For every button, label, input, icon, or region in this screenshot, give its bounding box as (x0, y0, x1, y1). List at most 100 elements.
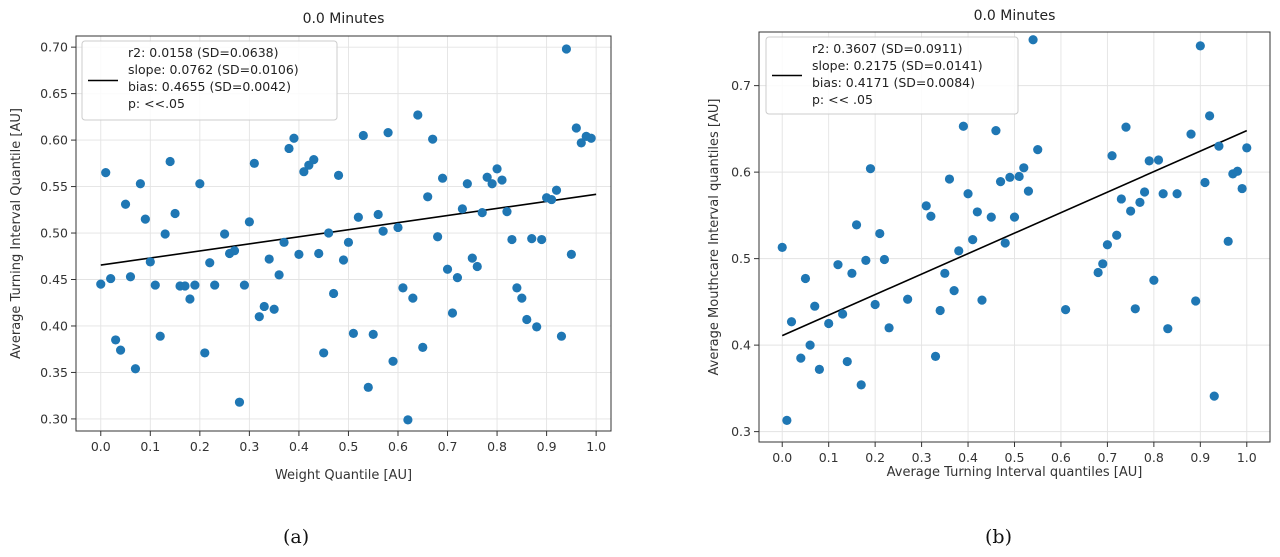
data-point (972, 207, 982, 217)
legend-entry: bias: 0.4655 (SD=0.0042) (128, 79, 291, 94)
data-point (269, 304, 279, 314)
data-point (884, 323, 894, 333)
data-point (130, 364, 141, 374)
data-point (1200, 177, 1210, 188)
x-tick-label: 0.8 (1144, 450, 1164, 465)
data-point (279, 237, 289, 247)
data-point (870, 299, 880, 310)
data-point (1028, 35, 1038, 45)
chart-title: 0.0 Minutes (303, 11, 385, 27)
data-point (447, 308, 458, 318)
data-point (1149, 275, 1159, 285)
data-point (388, 356, 398, 366)
x-axis-label: Average Turning Interval quantiles [AU] (887, 465, 1143, 480)
y-tick-label: 0.60 (40, 133, 68, 148)
data-point (1191, 296, 1201, 306)
legend-entry: bias: 0.4171 (SD=0.0084) (812, 75, 975, 90)
data-point (1005, 172, 1015, 182)
data-point (423, 192, 433, 202)
data-point (487, 179, 497, 189)
legend-entry: slope: 0.0762 (SD=0.0106) (128, 62, 299, 77)
data-point (185, 294, 195, 304)
data-point (190, 280, 200, 290)
y-tick-label: 0.4 (731, 338, 751, 353)
data-point (810, 301, 820, 311)
data-point (586, 133, 596, 143)
x-tick-label: 0.3 (239, 439, 259, 454)
x-tick-label: 0.5 (339, 439, 359, 454)
data-point (96, 279, 106, 289)
data-point (259, 301, 269, 312)
data-point (566, 249, 576, 260)
data-point (1163, 324, 1173, 334)
y-axis-label: Average Turning Interval Quantile [AU] (9, 108, 24, 359)
data-point (805, 340, 815, 350)
data-point (824, 318, 834, 329)
data-point (393, 222, 403, 233)
data-point (482, 172, 492, 182)
x-tick-label: 0.6 (1051, 450, 1071, 465)
data-point (294, 249, 304, 260)
data-point (800, 273, 811, 284)
data-point (1061, 305, 1071, 315)
data-point (556, 331, 567, 341)
data-point (926, 211, 936, 221)
data-point (472, 261, 482, 272)
data-point (903, 294, 913, 304)
data-point (522, 314, 532, 325)
legend-box (765, 36, 1019, 115)
data-point (502, 207, 512, 217)
x-tick-label: 0.4 (289, 439, 309, 454)
data-point (777, 242, 787, 252)
data-point (921, 201, 931, 211)
data-point (115, 345, 126, 355)
data-point (234, 397, 245, 407)
data-point (576, 138, 586, 148)
legend-entry: p: <<.05 (128, 96, 185, 111)
data-point (833, 260, 843, 270)
data-point (150, 280, 160, 290)
x-tick-label: 0.2 (190, 439, 210, 454)
data-point (517, 293, 527, 303)
y-tick-label: 0.45 (40, 272, 68, 287)
data-point (1139, 187, 1150, 197)
data-point (210, 280, 220, 290)
y-tick-label: 0.6 (731, 165, 751, 180)
y-tick-label: 0.65 (40, 86, 68, 101)
x-tick-label: 0.8 (487, 439, 507, 454)
data-point (239, 280, 250, 290)
legend-entry: r2: 0.0158 (SD=0.0638) (128, 45, 279, 60)
data-point (220, 229, 230, 239)
data-point (1014, 171, 1024, 182)
data-point (452, 273, 463, 283)
data-point (958, 121, 969, 131)
data-point (1112, 230, 1122, 240)
data-point (467, 253, 477, 263)
data-point (418, 342, 428, 352)
data-point (1023, 186, 1034, 196)
data-point (125, 272, 136, 282)
legend-entry: p: << .05 (812, 92, 873, 107)
data-point (205, 258, 215, 268)
data-point (140, 214, 150, 224)
data-point (571, 123, 581, 133)
y-tick-label: 0.55 (40, 179, 68, 194)
data-point (865, 164, 876, 174)
data-point (1186, 129, 1196, 139)
data-point (200, 348, 210, 358)
x-tick-label: 0.9 (537, 439, 557, 454)
data-point (462, 179, 472, 189)
chart-b: 0.0 0.1 0.2 0.3 0.4 0.5 0.6 0.7 0.8 0.9 1.0 0.3 0.4 0… (707, 8, 1271, 480)
data-point (968, 234, 978, 245)
y-tick-label: 0.5 (731, 251, 751, 266)
data-point (1019, 163, 1029, 173)
x-tick-label: 0.6 (388, 439, 408, 454)
data-point (851, 220, 862, 230)
data-point (338, 255, 349, 265)
x-axis-label: Weight Quantile [AU] (275, 468, 412, 483)
data-point (977, 295, 987, 305)
data-point (1158, 189, 1168, 199)
data-point (477, 207, 487, 218)
data-point (343, 237, 354, 247)
